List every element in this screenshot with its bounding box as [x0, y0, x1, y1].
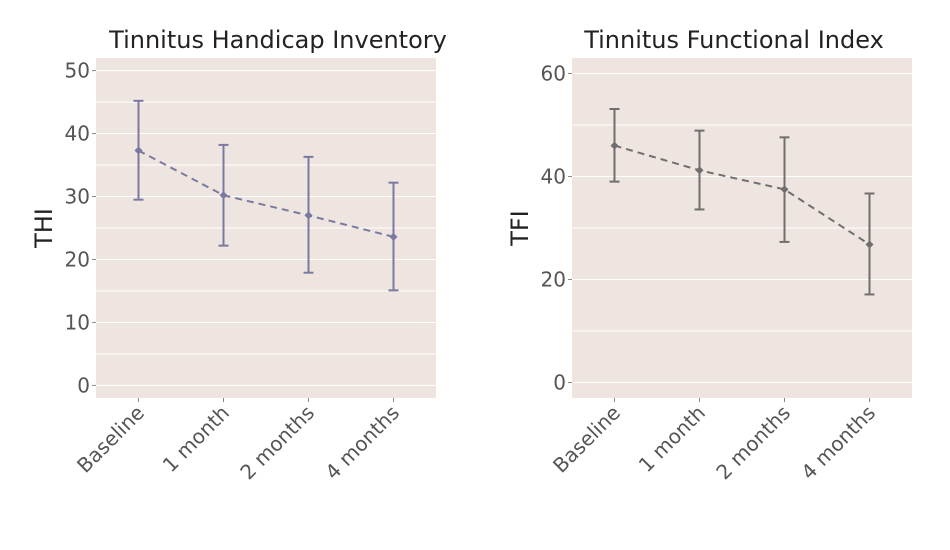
thi-ytick-label: 20 [65, 247, 90, 271]
thi-xtick-label: 4 months [320, 401, 404, 485]
thi-panel: 0 10 20 30 40 50 Baseline 1 month 2 months 4 mont… [30, 26, 447, 484]
thi-data-point [219, 191, 228, 200]
thi-data-point [304, 211, 313, 220]
tfi-chart-title: Tinnitus Functional Index [583, 26, 884, 54]
thi-chart-title: Tinnitus Handicap Inventory [108, 26, 447, 54]
tfi-ytick-label: 60 [541, 61, 566, 85]
tfi-ytick-label: 0 [553, 371, 566, 395]
thi-data-point [389, 232, 398, 241]
tfi-xtick-label: 2 months [711, 401, 795, 485]
tfi-series-line [614, 144, 871, 246]
thi-y-axis-label: THI [30, 208, 58, 249]
thi-ytick-label: 0 [77, 373, 90, 397]
thi-ytick-label: 30 [65, 185, 90, 209]
thi-xtick-label: Baseline [72, 401, 149, 478]
tfi-xtick-label: 1 month [634, 401, 710, 477]
tfi-ytick-label: 20 [541, 268, 566, 292]
thi-series-line [138, 149, 394, 238]
tfi-panel: 0 20 40 60 Baseline 1 month 2 months 4 months Ti… [506, 26, 912, 484]
thi-xtick-label: 2 months [235, 401, 319, 485]
tfi-data-point [865, 240, 874, 249]
tfi-data-point [780, 185, 789, 194]
thi-data-point [134, 146, 143, 155]
thi-ytick-label: 10 [65, 310, 90, 334]
tfi-xtick-label: 4 months [796, 401, 880, 485]
tfi-data-point [695, 166, 704, 175]
thi-ytick-label: 40 [65, 122, 90, 146]
thi-ytick-label: 50 [65, 59, 90, 83]
thi-xtick-label: 1 month [158, 401, 234, 477]
tfi-y-axis-label: TFI [506, 210, 534, 247]
tfi-data-point [610, 141, 619, 150]
tfi-ytick-label: 40 [541, 164, 566, 188]
tfi-xtick-label: Baseline [548, 401, 625, 478]
